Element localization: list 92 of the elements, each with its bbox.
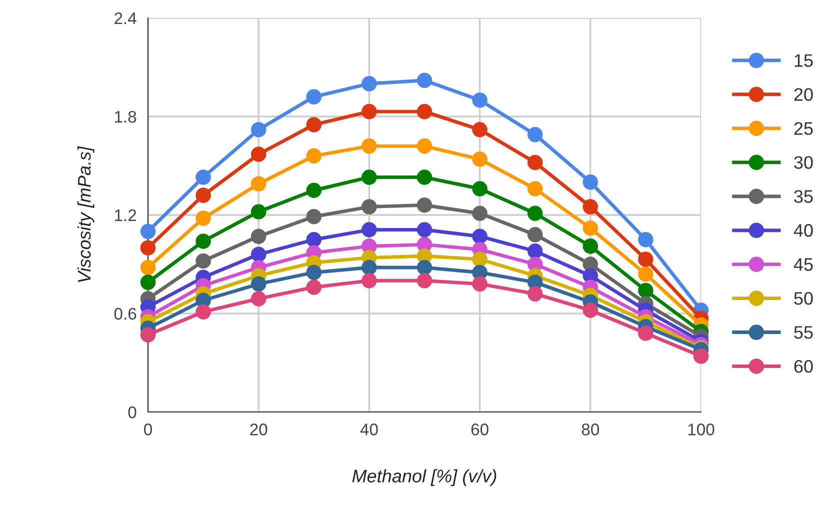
- point: [638, 232, 654, 248]
- x-axis-title: Methanol [%] (v/v): [352, 469, 496, 486]
- x-tick-label: 80: [582, 424, 600, 436]
- point: [416, 170, 432, 185]
- point: [416, 222, 432, 238]
- y-tick-label: 1.8: [114, 110, 136, 123]
- point: [472, 228, 488, 244]
- point: [196, 253, 211, 269]
- point: [306, 264, 322, 280]
- point: [306, 280, 322, 295]
- y-tick-label: 0.6: [114, 308, 136, 320]
- legend-label: 30: [794, 156, 813, 169]
- point: [306, 148, 322, 164]
- y-tick-label: 2.4: [114, 12, 136, 24]
- point: [362, 76, 377, 92]
- point: [140, 327, 156, 342]
- point: [196, 210, 211, 226]
- point: [250, 228, 266, 244]
- legend-label: 55: [794, 326, 813, 339]
- y-axis-title: Viscosity [mPa.s]: [77, 146, 94, 282]
- point: [582, 220, 598, 236]
- point: [196, 170, 211, 185]
- legend-label: 50: [794, 292, 813, 305]
- legend-label: 25: [794, 122, 813, 135]
- x-tick-label: 40: [360, 424, 378, 436]
- legend-label: 45: [794, 258, 813, 271]
- point: [250, 204, 266, 220]
- point: [362, 260, 377, 276]
- point: [582, 199, 598, 214]
- point: [472, 252, 488, 267]
- point: [527, 154, 543, 170]
- point: [250, 146, 266, 162]
- x-tick-label: 0: [144, 424, 152, 436]
- point: [472, 152, 488, 167]
- point: [140, 260, 156, 276]
- point: [416, 72, 432, 88]
- point: [250, 291, 266, 306]
- x-tick-label: 20: [250, 424, 268, 436]
- point: [250, 122, 266, 138]
- point: [582, 174, 598, 190]
- point: [362, 199, 377, 214]
- point: [196, 234, 211, 249]
- point: [638, 266, 654, 282]
- legend-label: 40: [794, 224, 813, 237]
- point: [196, 188, 211, 203]
- point: [250, 276, 266, 292]
- point: [472, 206, 488, 221]
- point: [638, 252, 654, 267]
- point: [362, 273, 377, 288]
- point: [306, 209, 322, 224]
- point: [472, 92, 488, 108]
- point: [416, 138, 432, 154]
- point: [527, 243, 543, 259]
- point: [472, 122, 488, 138]
- x-tick-label: 60: [471, 424, 488, 436]
- point: [362, 138, 377, 154]
- point: [362, 104, 377, 120]
- point: [140, 240, 156, 256]
- point: [527, 126, 543, 142]
- point: [527, 227, 543, 242]
- point: [527, 286, 543, 302]
- point: [196, 304, 211, 320]
- y-tick-label: 1.2: [114, 209, 136, 222]
- point: [472, 276, 488, 292]
- point: [140, 274, 156, 290]
- legend-label: 60: [794, 360, 813, 373]
- legend-label: 20: [794, 88, 813, 101]
- point: [250, 246, 266, 262]
- point: [693, 348, 709, 364]
- legend-label: 35: [794, 190, 813, 203]
- point: [527, 206, 543, 221]
- point: [362, 170, 377, 185]
- point: [416, 198, 432, 213]
- point: [582, 238, 598, 254]
- point: [472, 181, 488, 196]
- point: [306, 182, 322, 198]
- point: [638, 282, 654, 298]
- point: [306, 117, 322, 132]
- point: [416, 273, 432, 288]
- x-tick-label: 100: [688, 424, 714, 436]
- point: [306, 89, 322, 104]
- point: [250, 176, 266, 192]
- y-tick-label: 0: [128, 406, 136, 418]
- point: [362, 222, 377, 238]
- point: [638, 326, 654, 341]
- point: [582, 302, 598, 318]
- point: [527, 181, 543, 196]
- legend-label: 15: [794, 54, 813, 67]
- point: [140, 224, 156, 240]
- point: [416, 104, 432, 120]
- point: [306, 232, 322, 248]
- point: [416, 260, 432, 276]
